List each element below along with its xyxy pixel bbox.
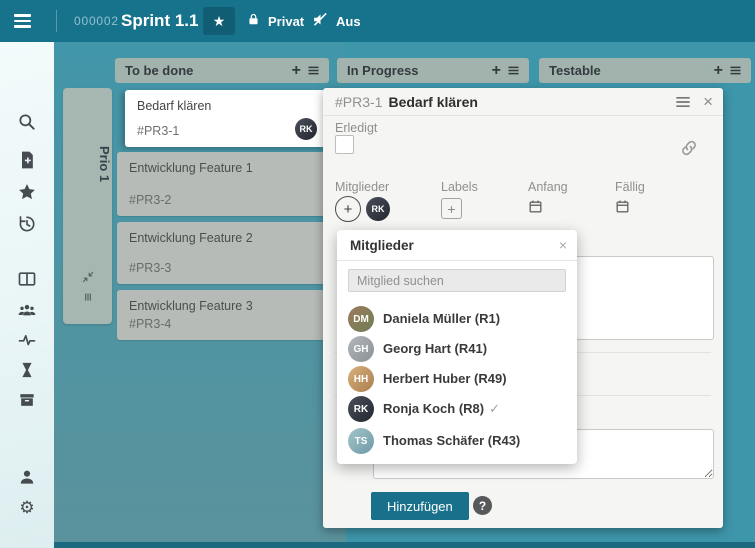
assigned-member-avatar[interactable]: RK — [366, 197, 390, 221]
add-member-button[interactable]: + — [335, 196, 361, 222]
card-pr3-2[interactable]: Entwicklung Feature 1 #PR3-2 — [117, 152, 325, 216]
card-title: Entwicklung Feature 1 — [129, 161, 253, 175]
column-title: Testable — [549, 63, 601, 78]
team-icon[interactable] — [17, 300, 37, 320]
announcements-label: Aus — [336, 13, 361, 29]
start-date-calendar-icon[interactable] — [528, 199, 543, 214]
card-title: Entwicklung Feature 2 — [129, 231, 253, 245]
card-id: #PR3-3 — [129, 261, 172, 275]
member-name: Thomas Schäfer (R43) — [383, 433, 521, 448]
close-icon[interactable]: × — [558, 237, 567, 253]
card-detail-title: Bedarf klären — [388, 93, 478, 110]
lock-icon — [246, 12, 261, 30]
add-label-button[interactable]: + — [441, 198, 462, 219]
swimlane-drag-handle-icon[interactable] — [81, 290, 95, 304]
sidebar: ⚙ — [0, 42, 54, 548]
member-avatar: RK — [348, 396, 374, 422]
search-icon[interactable] — [17, 112, 37, 132]
card-pr3-4[interactable]: Entwicklung Feature 3 #PR3-4 — [117, 290, 325, 340]
column-header-testable: Testable + — [539, 58, 751, 83]
history-icon[interactable] — [17, 214, 37, 234]
topbar-divider — [56, 10, 57, 32]
card-pr3-3[interactable]: Entwicklung Feature 2 #PR3-3 — [117, 222, 325, 284]
column-header-to-be-done: To be done + — [115, 58, 329, 83]
horizontal-scrollbar[interactable] — [54, 542, 755, 548]
board-number: 000002 — [74, 14, 119, 28]
column-title: To be done — [125, 63, 194, 78]
card-id: #PR3-2 — [129, 193, 172, 207]
column-menu-icon[interactable] — [506, 63, 521, 78]
member-row-daniela[interactable]: DM Daniela Müller (R1) — [337, 304, 577, 334]
member-avatar: HH — [348, 366, 374, 392]
user-icon[interactable] — [17, 467, 37, 487]
board-title[interactable]: Sprint 1.1 — [121, 11, 199, 30]
announcements-toggle[interactable]: Aus — [312, 0, 361, 42]
start-label: Anfang — [528, 180, 568, 194]
done-checkbox[interactable] — [335, 135, 354, 154]
due-date-calendar-icon[interactable] — [615, 199, 630, 214]
member-check-icon: ✓ — [489, 401, 501, 416]
member-search-input[interactable] — [348, 269, 566, 292]
card-title: Entwicklung Feature 3 — [129, 299, 253, 313]
due-label: Fällig — [615, 180, 645, 194]
board-columns-icon[interactable] — [17, 269, 37, 289]
add-document-icon[interactable] — [17, 150, 37, 170]
member-row-herbert[interactable]: HH Herbert Huber (R49) — [337, 364, 577, 394]
add-card-icon[interactable]: + — [491, 61, 501, 79]
add-card-icon[interactable]: + — [713, 61, 723, 79]
member-row-ronja[interactable]: RK Ronja Koch (R8) ✓ — [337, 394, 577, 424]
member-avatar: GH — [348, 336, 374, 362]
close-icon[interactable]: × — [703, 91, 713, 111]
member-name: Herbert Huber (R49) — [383, 371, 507, 386]
members-label: Mitglieder — [335, 180, 390, 194]
settings-gear-icon[interactable]: ⚙ — [19, 498, 35, 517]
card-title: Bedarf klären — [137, 99, 212, 113]
swimlane-title: Prio 1 — [97, 145, 112, 183]
card-id: #PR3-1 — [137, 124, 180, 138]
member-name: Daniela Müller (R1) — [383, 311, 501, 326]
column-menu-icon[interactable] — [728, 63, 743, 78]
activity-icon[interactable] — [17, 330, 37, 350]
privacy-toggle[interactable]: Privat — [246, 0, 304, 42]
menu-icon[interactable] — [14, 11, 38, 31]
collapse-swimlane-icon[interactable] — [81, 270, 95, 284]
archive-icon[interactable] — [17, 390, 37, 410]
done-label: Erledigt — [335, 121, 378, 135]
column-header-in-progress: In Progress + — [337, 58, 529, 83]
link-icon[interactable] — [679, 138, 699, 158]
starred-boards-icon[interactable] — [17, 182, 37, 202]
labels-label: Labels — [441, 180, 478, 194]
megaphone-off-icon — [312, 11, 329, 31]
members-popup-title: Mitglieder — [350, 237, 414, 253]
add-comment-button[interactable]: Hinzufügen — [371, 492, 469, 520]
column-title: In Progress — [347, 63, 419, 78]
card-pr3-1[interactable]: Bedarf klären #PR3-1 RK — [125, 90, 325, 147]
swimlane-tab-prio1: Prio 1 — [63, 88, 112, 324]
member-row-thomas[interactable]: TS Thomas Schäfer (R43) — [337, 426, 577, 456]
column-menu-icon[interactable] — [306, 63, 321, 78]
card-detail-header: #PR3-1 Bedarf klären × — [323, 88, 723, 116]
hourglass-icon[interactable] — [17, 360, 37, 380]
topbar: 000002 Sprint 1.1 ★ Privat Aus — [0, 0, 755, 42]
card-member-avatar: RK — [295, 118, 317, 140]
members-popup: Mitglieder × DM Daniela Müller (R1) GH G… — [337, 230, 577, 464]
star-icon: ★ — [212, 13, 226, 29]
member-name: Ronja Koch (R8) ✓ — [383, 401, 501, 416]
member-name: Georg Hart (R41) — [383, 341, 488, 356]
card-id: #PR3-4 — [129, 317, 172, 331]
privacy-label: Privat — [268, 13, 305, 29]
member-avatar: DM — [348, 306, 374, 332]
card-detail-id: #PR3-1 — [335, 93, 383, 110]
star-board-button[interactable]: ★ — [203, 7, 235, 35]
help-icon[interactable]: ? — [473, 496, 492, 515]
members-popup-header: Mitglieder × — [337, 230, 577, 261]
member-avatar: TS — [348, 428, 374, 454]
member-row-georg[interactable]: GH Georg Hart (R41) — [337, 334, 577, 364]
card-menu-icon[interactable] — [673, 92, 693, 112]
add-card-icon[interactable]: + — [291, 61, 301, 79]
